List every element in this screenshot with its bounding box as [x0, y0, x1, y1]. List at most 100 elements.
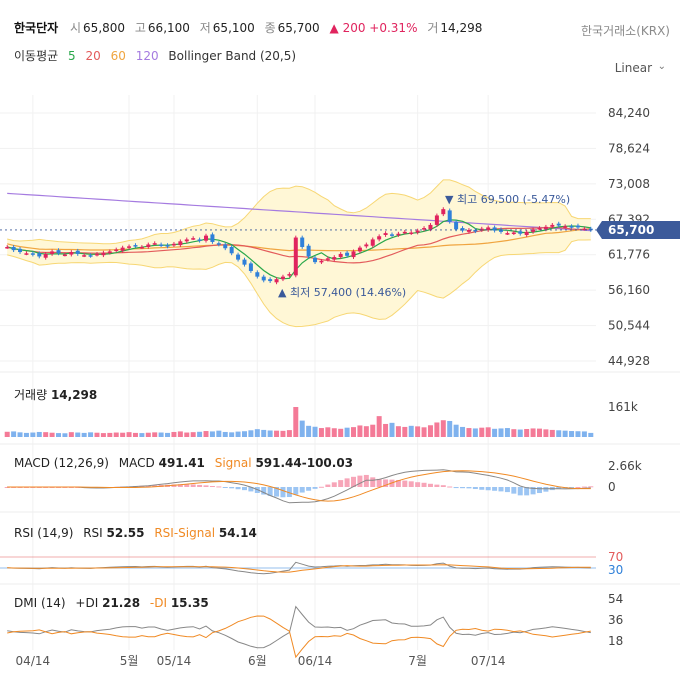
- volume-bar: [581, 431, 587, 437]
- change-value: 200: [342, 21, 366, 35]
- candle: [466, 229, 471, 232]
- candle: [575, 225, 580, 228]
- volume-bar: [338, 428, 344, 437]
- volume-bar: [165, 432, 171, 437]
- price-axis-label: 56,160: [608, 283, 650, 297]
- dmi-legend: DMI (14) +DI 21.28 -DI 15.35: [14, 596, 209, 610]
- volume-legend: 거래량 14,298: [14, 386, 97, 403]
- volume-bar: [68, 432, 74, 437]
- volume-bar: [312, 426, 318, 437]
- volume-bar: [415, 426, 421, 437]
- stock-header: 한국단자 시 65,800 고 66,100 저 65,100 종 65,700 ▲ 2…: [14, 19, 488, 36]
- macd-histogram-bar: [415, 482, 421, 487]
- ma60-legend[interactable]: 60: [110, 49, 126, 63]
- volume-bar: [485, 427, 491, 437]
- pdi-label: +DI: [75, 596, 99, 610]
- volume-bar: [460, 426, 466, 437]
- mdi-value: 15.35: [170, 596, 209, 610]
- volume-bar: [543, 429, 549, 437]
- macd-histogram-bar: [306, 487, 312, 491]
- volume-bar: [88, 432, 94, 437]
- candle: [409, 232, 414, 234]
- volume-bar: [30, 432, 36, 437]
- volume-bar: [427, 425, 433, 437]
- macd-axis-label: 2.66k: [608, 459, 642, 473]
- macd-histogram-bar: [248, 487, 254, 492]
- volume-bar: [357, 425, 363, 437]
- macd-histogram-bar: [460, 487, 466, 489]
- candle: [422, 228, 427, 230]
- x-axis-label: 7월: [408, 654, 427, 668]
- dmi-axis-label: 18: [608, 634, 623, 648]
- scale-mode-select[interactable]: Linear: [614, 61, 652, 75]
- candle: [75, 250, 80, 254]
- volume-bar: [472, 428, 478, 437]
- macd-histogram-bar: [581, 486, 587, 488]
- price-axis-label: 61,776: [608, 248, 650, 262]
- rsi-signal-line: [7, 564, 591, 573]
- macd-histogram-bar: [338, 480, 344, 487]
- macd-line-label: MACD: [118, 456, 155, 470]
- ma60-line: [7, 228, 591, 252]
- candle: [364, 244, 369, 247]
- volume-bar: [306, 425, 312, 437]
- close-label: 종: [264, 21, 276, 35]
- candle: [582, 228, 587, 231]
- volume-bar: [434, 422, 440, 437]
- macd-signal-value: 591.44-100.03: [255, 456, 354, 470]
- rsi-axis-label: 70: [608, 550, 623, 564]
- ma20-legend[interactable]: 20: [85, 49, 101, 63]
- macd-histogram-bar: [152, 485, 158, 487]
- macd-histogram-bar: [184, 484, 190, 487]
- candle: [248, 263, 253, 271]
- macd-histogram-bar: [498, 487, 504, 492]
- candle: [454, 221, 459, 230]
- candle: [556, 223, 561, 226]
- volume-bar: [49, 432, 55, 437]
- bollinger-legend[interactable]: Bollinger Band (20,5): [168, 49, 297, 63]
- rsi-axis-label: 30: [608, 563, 623, 577]
- x-axis-label: 6월: [248, 654, 267, 668]
- macd-histogram-bar: [453, 487, 459, 489]
- current-price-tag: [596, 220, 680, 239]
- volume-bar: [562, 430, 568, 437]
- macd-histogram-bar: [241, 487, 247, 491]
- volume-bar: [408, 425, 414, 437]
- candle: [18, 248, 23, 253]
- macd-histogram-bar: [421, 482, 427, 487]
- volume-panel-value: 14,298: [50, 388, 98, 402]
- candle: [101, 252, 106, 256]
- macd-histogram-bar: [299, 487, 305, 493]
- ma120-line: [7, 192, 591, 232]
- stock-name[interactable]: 한국단자: [14, 21, 59, 35]
- candle: [460, 228, 465, 231]
- volume-bar: [274, 430, 280, 437]
- volume-bar: [453, 424, 459, 437]
- candle: [171, 243, 176, 246]
- candle: [325, 258, 330, 260]
- candle: [332, 257, 337, 260]
- ma120-legend[interactable]: 120: [135, 49, 159, 63]
- candle: [133, 245, 138, 247]
- ma5-legend[interactable]: 5: [68, 49, 76, 63]
- macd-histogram-bar: [569, 487, 575, 488]
- volume-bar: [145, 432, 151, 437]
- volume-bar: [241, 431, 247, 437]
- macd-histogram-bar: [286, 487, 292, 498]
- macd-histogram-bar: [351, 476, 357, 487]
- candle: [280, 276, 285, 280]
- chevron-down-icon[interactable]: ⌄: [657, 61, 666, 72]
- volume-bar: [530, 428, 536, 437]
- candle: [178, 241, 183, 246]
- volume-bar: [107, 432, 113, 437]
- candle: [69, 252, 74, 255]
- volume-bar: [209, 431, 215, 437]
- macd-histogram-bar: [427, 483, 433, 487]
- high-value: 66,100: [147, 21, 190, 35]
- macd-histogram-bar: [524, 487, 530, 496]
- volume-bar: [504, 428, 510, 437]
- candle: [120, 247, 125, 251]
- macd-histogram-bar: [235, 487, 241, 490]
- open-value: 65,800: [83, 21, 126, 35]
